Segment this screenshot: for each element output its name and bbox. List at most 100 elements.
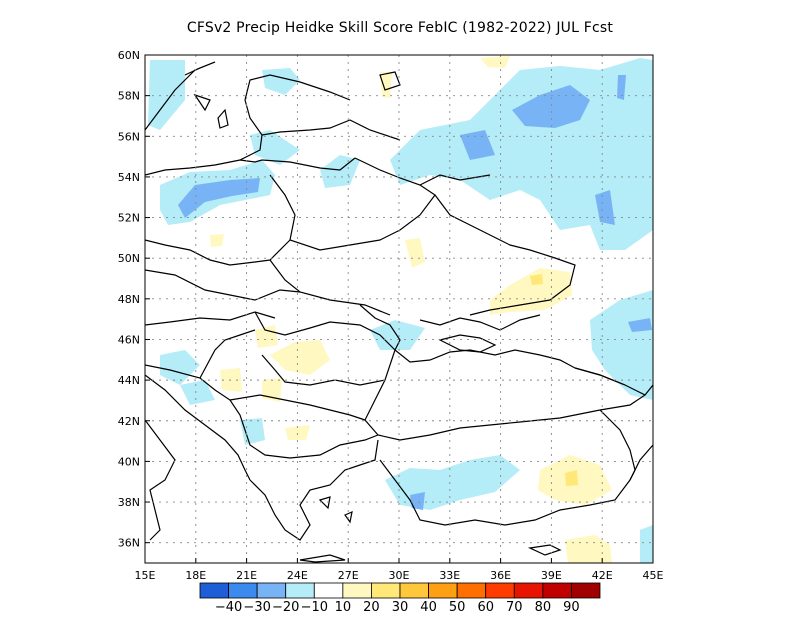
coastline (217, 108, 229, 129)
shade-light-blue (240, 418, 265, 445)
shade-light-yellow (565, 535, 612, 563)
x-tick-label: 21E (236, 569, 257, 582)
colorbar-swatch (456, 582, 487, 599)
shade-medium-yellow (565, 470, 578, 486)
colorbar-swatch (285, 582, 315, 599)
y-tick-label: 46N (118, 333, 140, 346)
x-tick-label: 30E (389, 569, 410, 582)
boundaries (145, 61, 653, 563)
colorbar-swatch (571, 582, 601, 599)
coastline (419, 314, 541, 331)
coastline (379, 71, 401, 91)
shade-light-yellow (405, 238, 425, 268)
country-border (269, 259, 391, 316)
coastline (644, 384, 653, 396)
shade-medium-yellow (530, 274, 543, 285)
country-border (199, 329, 256, 379)
shade-medium-blue (595, 190, 615, 225)
shade-light-blue (160, 350, 200, 385)
country-border (145, 239, 291, 266)
shade-light-blue (640, 525, 653, 563)
colorbar-label: 90 (563, 600, 580, 615)
colorbar-label: −40 (215, 600, 242, 615)
colorbar-label: 40 (420, 600, 437, 615)
y-tick-label: 52N (118, 212, 140, 225)
x-tick-label: 45E (643, 569, 664, 582)
y-axis: 36N 38N 40N 42N 44N 46N 48N 50N 52N 54N 56N 58N 60N (118, 49, 150, 550)
coastline (145, 74, 351, 176)
shade-light-yellow (270, 340, 330, 375)
coastline (379, 444, 653, 526)
x-tick-label: 15E (135, 569, 156, 582)
country-border (269, 157, 436, 251)
colorbar-swatch (371, 582, 401, 599)
shade-light-yellow (480, 56, 510, 68)
coastline (249, 439, 379, 541)
coastline (438, 334, 497, 353)
shade-light-blue (180, 380, 215, 405)
coastline (193, 93, 211, 112)
coastline (318, 496, 331, 510)
shade-light-blue (370, 320, 425, 350)
colorbar-label: 50 (449, 600, 466, 615)
colorbar-swatch (256, 582, 287, 599)
country-border (359, 304, 401, 351)
y-tick-label: 36N (118, 537, 140, 550)
colorbar-label: −10 (301, 600, 328, 615)
colorbar-swatch (399, 582, 429, 599)
colorbar-label: 30 (392, 600, 409, 615)
colorbar-swatch (199, 582, 229, 599)
country-border (229, 394, 366, 421)
country-border (261, 157, 356, 171)
x-axis: 15E 18E 21E 24E 27E 30E 33E 36E 39E 42E 45E (135, 558, 664, 582)
coastline (299, 554, 346, 563)
y-tick-label: 38N (118, 496, 140, 509)
x-tick-label: 33E (439, 569, 460, 582)
coastline (184, 61, 216, 76)
shade-light-yellow (285, 425, 310, 440)
gridlines (145, 55, 653, 563)
shade-light-blue (590, 290, 653, 400)
shade-light-blue (320, 155, 360, 188)
coastline (344, 510, 353, 524)
colorbar-label: 20 (363, 600, 380, 615)
colorbar-swatch (542, 582, 572, 599)
shade-medium-blue (628, 318, 652, 332)
y-tick-label: 50N (118, 252, 140, 265)
colorbar-swatch (428, 582, 458, 599)
shade-medium-blue (178, 178, 260, 218)
x-tick-label: 18E (185, 569, 206, 582)
colorbar-label: −30 (243, 600, 270, 615)
y-tick-label: 58N (118, 90, 140, 103)
colorbar-swatch (228, 582, 258, 599)
shade-medium-blue (617, 75, 626, 100)
shade-light-yellow (255, 325, 278, 348)
shade-light-blue (148, 60, 185, 130)
y-tick-label: 60N (118, 49, 140, 62)
country-border (261, 119, 401, 141)
x-tick-label: 36E (490, 569, 511, 582)
colorbar-label: −20 (272, 600, 299, 615)
coastline (145, 419, 176, 541)
x-tick-label: 42E (592, 569, 613, 582)
country-border (574, 367, 626, 386)
x-tick-label: 27E (338, 569, 359, 582)
shade-light-yellow (210, 234, 224, 247)
x-tick-label: 39E (541, 569, 562, 582)
country-border (145, 311, 276, 326)
coastline (527, 544, 562, 556)
colorbar-swatch (485, 582, 515, 599)
y-tick-label: 42N (118, 415, 140, 428)
colorbar: −40 −30 −20 −10 10 20 30 40 50 60 70 80 90 (199, 582, 601, 615)
colorbar-label: 10 (335, 600, 352, 615)
shade-medium-blue (460, 130, 495, 160)
country-border (419, 174, 491, 186)
y-tick-label: 44N (118, 374, 140, 387)
shade-light-blue (390, 58, 653, 250)
y-tick-label: 56N (118, 130, 140, 143)
shade-medium-blue (410, 492, 425, 510)
colorbar-swatch (342, 582, 372, 599)
colorbar-label: 80 (535, 600, 552, 615)
colorbar-swatch (513, 582, 544, 599)
